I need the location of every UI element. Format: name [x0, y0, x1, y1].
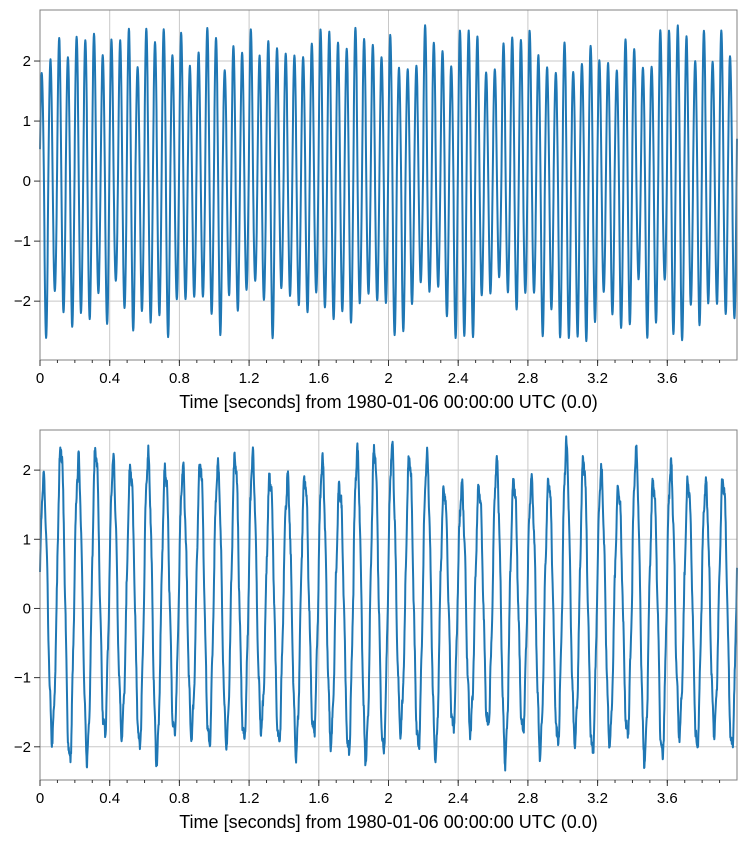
- x-tick-label: 1.6: [308, 790, 329, 807]
- x-tick-label: 0.4: [99, 370, 120, 387]
- x-tick-label: 0.4: [99, 790, 120, 807]
- y-tick-label: 2: [23, 462, 31, 479]
- series-line: [39, 435, 738, 772]
- x-tick-label: 0.8: [169, 790, 190, 807]
- x-axis-label: Time [seconds] from 1980-01-06 00:00:00 …: [179, 392, 598, 412]
- x-tick-label: 1.2: [239, 370, 260, 387]
- y-tick-label: 1: [23, 531, 31, 548]
- x-tick-label: 3.6: [657, 790, 678, 807]
- y-tick-label: −2: [14, 739, 31, 756]
- x-tick-label: 2.8: [517, 370, 538, 387]
- x-tick-label: 0.8: [169, 370, 190, 387]
- y-tick-label: 2: [23, 53, 31, 70]
- x-tick-label: 2.4: [448, 370, 469, 387]
- x-tick-label: 3.2: [587, 790, 608, 807]
- x-tick-label: 3.6: [657, 370, 678, 387]
- y-tick-label: 1: [23, 113, 31, 130]
- x-tick-label: 0: [36, 370, 44, 387]
- x-tick-label: 2.4: [448, 790, 469, 807]
- plot-2: 0 0.4 0.8 1.2 1.6 2 2.4 2.8 3.2 3.6 −2 −1 0 1 2 Time [s…: [14, 429, 738, 832]
- plot-1: 0 0.4 0.8 1.2 1.6 2 2.4 2.8 3.2 3.6 −2 −1 0 1 2 Time [s…: [14, 9, 738, 412]
- x-tick-label: 1.2: [239, 790, 260, 807]
- x-axis-label: Time [seconds] from 1980-01-06 00:00:00 …: [179, 812, 598, 832]
- x-tick-label: 2.8: [517, 790, 538, 807]
- y-tick-label: −1: [14, 670, 31, 687]
- y-tick-label: −1: [14, 233, 31, 250]
- x-tick-label: 2: [384, 790, 392, 807]
- y-tick-label: 0: [23, 173, 31, 190]
- x-tick-label: 1.6: [308, 370, 329, 387]
- x-tick-label: 3.2: [587, 370, 608, 387]
- x-tick-label: 2: [384, 370, 392, 387]
- x-tick-label: 0: [36, 790, 44, 807]
- series-line: [39, 24, 738, 343]
- y-tick-label: 0: [23, 600, 31, 617]
- y-tick-label: −2: [14, 293, 31, 310]
